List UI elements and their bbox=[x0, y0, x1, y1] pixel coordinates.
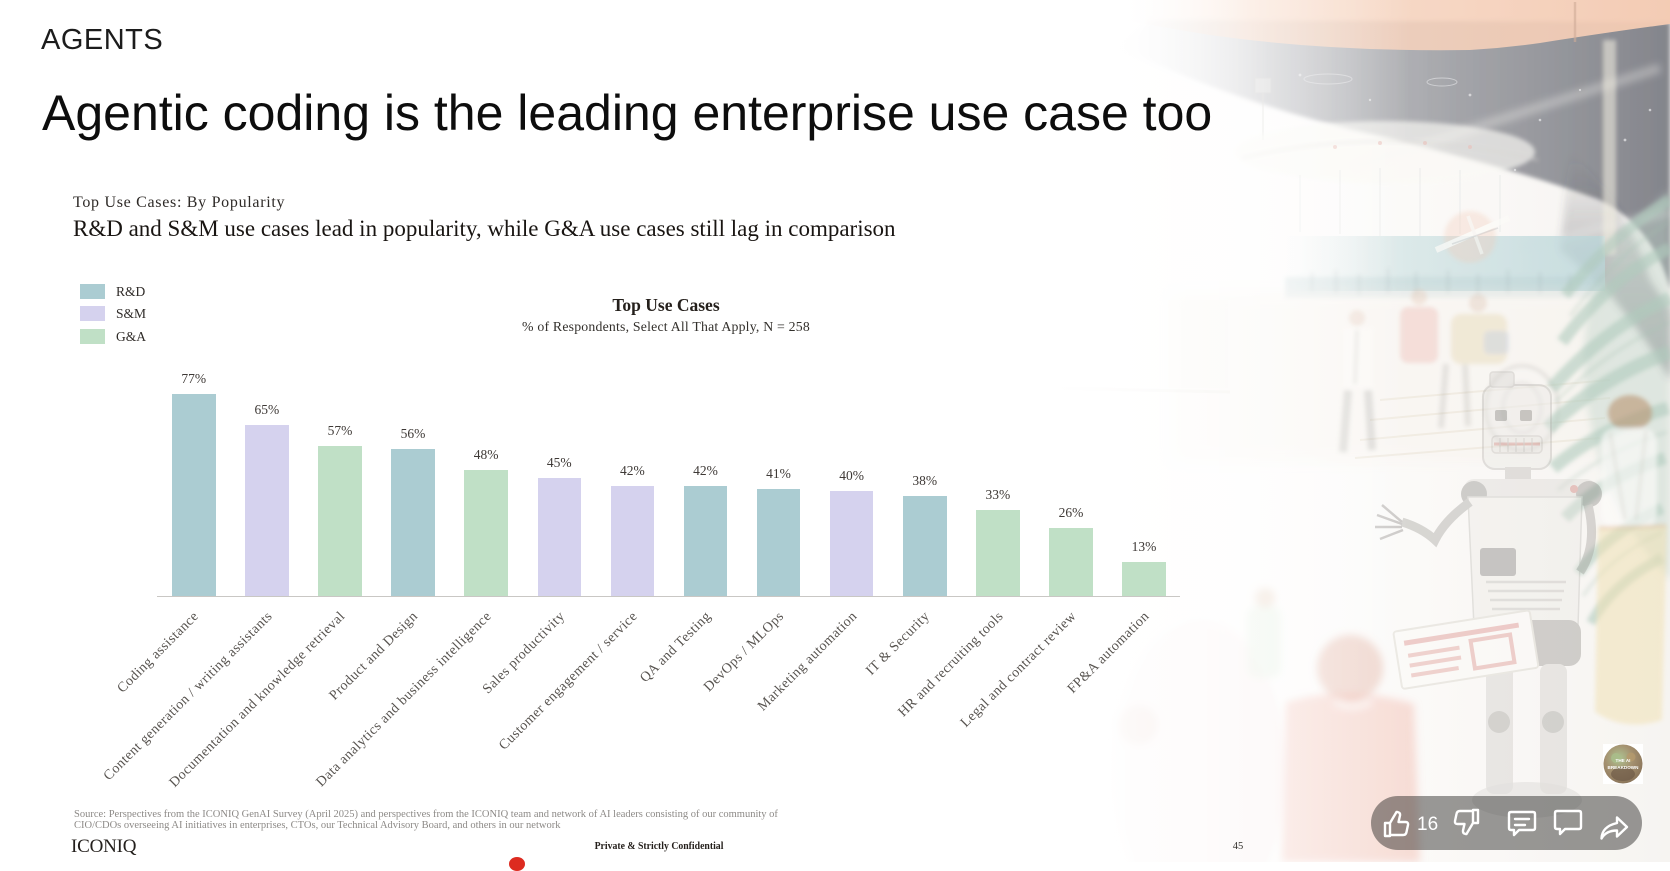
svg-text:THE AI: THE AI bbox=[1616, 758, 1631, 763]
svg-text:BREAKDOWN: BREAKDOWN bbox=[1608, 765, 1640, 770]
svg-text:16: 16 bbox=[1417, 814, 1438, 835]
